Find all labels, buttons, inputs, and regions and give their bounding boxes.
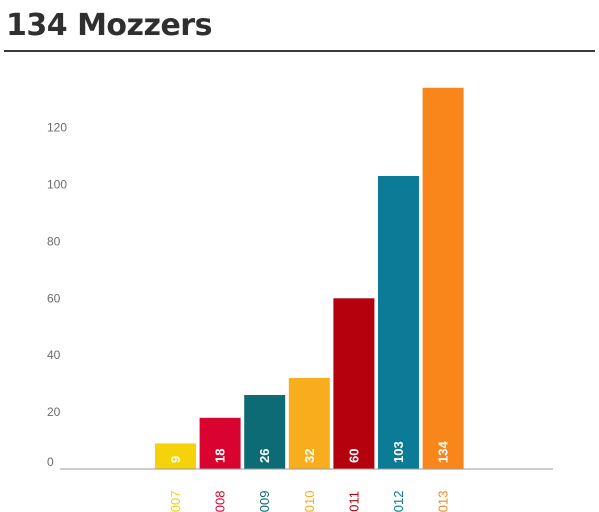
bar-value-label: 26: [257, 449, 272, 463]
x-tick-label: 2013: [436, 491, 451, 512]
bar-2012: [378, 176, 419, 469]
x-axis-ticks: 2007 2008 2009 2010 2011 2012 2013: [168, 491, 451, 512]
bar-value-label: 60: [346, 449, 361, 463]
bar-2011: [333, 298, 375, 469]
bar-value-label: 134: [436, 441, 451, 463]
bar-value-label: 9: [168, 456, 183, 463]
y-tick-label: 40: [47, 348, 61, 362]
page-title: 134 Mozzers: [6, 8, 212, 43]
bar-2013: [422, 87, 464, 470]
x-tick-label: 2009: [257, 491, 272, 512]
bar-2010: [288, 378, 330, 469]
x-tick-label: 2010: [302, 491, 317, 512]
x-tick-label: 2007: [168, 491, 183, 512]
bar-2007: [155, 443, 196, 469]
y-tick-label: 120: [47, 121, 67, 135]
bars: 9 18 26 32 60 103 134: [155, 87, 464, 470]
y-tick-label: 80: [47, 234, 61, 248]
x-tick-label: 2012: [391, 491, 406, 512]
x-tick-label: 2011: [346, 491, 361, 512]
y-tick-label: 20: [47, 405, 61, 419]
y-tick-label: 0: [47, 455, 54, 469]
y-axis-ticks: 0 20 40 60 80 100 120: [47, 121, 67, 469]
bar-2009: [244, 395, 286, 469]
y-tick-label: 100: [47, 178, 67, 192]
bar-2008: [199, 417, 241, 469]
y-tick-label: 60: [47, 291, 61, 305]
x-tick-label: 2008: [213, 491, 228, 512]
bar-value-label: 18: [213, 449, 228, 463]
title-divider: [4, 50, 595, 52]
bar-value-label: 32: [302, 449, 317, 463]
bar-value-label: 103: [391, 441, 406, 463]
